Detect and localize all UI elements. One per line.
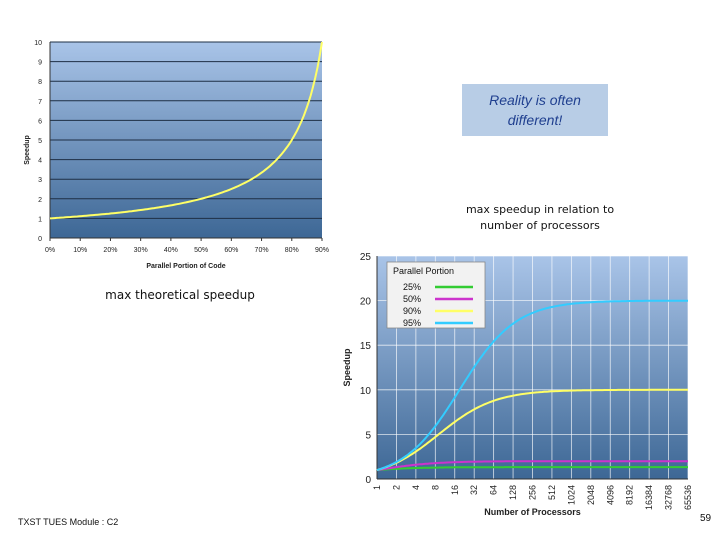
right-x-tick-label: 64 (489, 485, 499, 495)
right-x-tick-label: 8192 (625, 485, 635, 505)
right-y-tick-label: 25 (360, 252, 372, 263)
callout-line-2: different! (507, 112, 563, 128)
right-legend-label: 90% (403, 306, 421, 316)
left-y-tick-label: 9 (38, 60, 42, 67)
right-x-tick-label: 32768 (664, 485, 674, 510)
left-x-tick-label: 0% (45, 247, 55, 254)
right-x-tick-label: 4 (411, 485, 421, 490)
footer-module: TXST TUES Module : C2 (18, 517, 119, 527)
left-x-axis-label: Parallel Portion of Code (146, 263, 225, 270)
right-x-axis-label: Number of Processors (484, 507, 581, 517)
left-y-axis-label: Speedup (24, 135, 31, 165)
right-y-tick-label: 10 (360, 386, 372, 397)
right-chart-caption: max speedup in relation to number of pro… (440, 202, 640, 234)
left-x-tick-label: 40% (164, 247, 178, 254)
right-legend-label: 25% (403, 282, 421, 292)
right-series-line-95pct (376, 299, 688, 472)
left-chart-caption: max theoretical speedup (105, 288, 255, 302)
left-y-tick-label: 0 (38, 236, 42, 243)
page-number: 59 (700, 513, 712, 524)
right-x-tick-label: 1 (372, 485, 382, 490)
right-y-tick-label: 15 (360, 341, 372, 352)
right-x-tick-label: 2 (391, 485, 401, 490)
left-y-tick-label: 8 (38, 79, 42, 86)
left-x-tick-label: 60% (224, 247, 238, 254)
right-series-line-50pct (376, 460, 688, 472)
right-series-line-90pct (376, 388, 688, 472)
left-speedup-line (49, 41, 323, 220)
left-y-tick-label: 5 (38, 138, 42, 145)
left-y-tick-label: 1 (38, 216, 42, 223)
right-legend-box (386, 261, 486, 329)
left-y-tick-label: 7 (38, 99, 42, 106)
reality-callout: Reality is often different! (462, 84, 608, 136)
left-x-tick-label: 90% (315, 247, 329, 254)
right-x-tick-label: 128 (508, 485, 518, 500)
right-x-tick-label: 512 (547, 485, 557, 500)
left-x-tick-label: 70% (255, 247, 269, 254)
right-x-tick-label: 8 (430, 485, 440, 490)
right-x-tick-label: 65536 (683, 485, 693, 510)
left-x-tick-label: 20% (103, 247, 117, 254)
left-y-tick-label: 2 (38, 197, 42, 204)
left-x-tick-label: 30% (134, 247, 148, 254)
right-series-line-25pct (376, 466, 688, 472)
speedup-vs-processors-chart: 1 2 4 8 16 32 64 128 256 512 1024 2048 4096 8192 16384… (342, 252, 693, 517)
right-x-tick-label: 256 (528, 485, 538, 500)
right-x-tick-label: 4096 (605, 485, 615, 505)
left-x-tick-label: 10% (73, 247, 87, 254)
right-legend-label: 50% (403, 294, 421, 304)
left-y-tick-label: 10 (34, 40, 42, 47)
right-caption-line-2: number of processors (480, 219, 600, 232)
right-y-tick-label: 20 (360, 297, 372, 308)
left-x-tick-label: 80% (285, 247, 299, 254)
right-x-tick-label: 16384 (644, 485, 654, 510)
right-legend-label: 95% (403, 318, 421, 328)
right-y-axis-label: Speedup (342, 348, 352, 387)
left-x-tick-label: 50% (194, 247, 208, 254)
left-y-tick-label: 3 (38, 177, 42, 184)
right-legend-title: Parallel Portion (393, 266, 454, 276)
amdahl-theoretical-chart: 0 1 2 3 4 5 6 7 8 9 10 0% 10% 20% 30% 40% 50% 60% 70% 80% 90… (24, 40, 329, 270)
left-y-tick-label: 4 (38, 158, 42, 165)
right-caption-line-1: max speedup in relation to (465, 203, 615, 216)
right-x-tick-label: 1024 (566, 485, 576, 505)
right-x-tick-label: 2048 (586, 485, 596, 505)
callout-line-1: Reality is often (489, 92, 581, 108)
right-y-tick-label: 5 (365, 430, 371, 441)
right-x-tick-label: 32 (469, 485, 479, 495)
right-y-tick-label: 0 (365, 475, 371, 486)
left-y-tick-label: 6 (38, 118, 42, 125)
right-x-tick-label: 16 (450, 485, 460, 495)
